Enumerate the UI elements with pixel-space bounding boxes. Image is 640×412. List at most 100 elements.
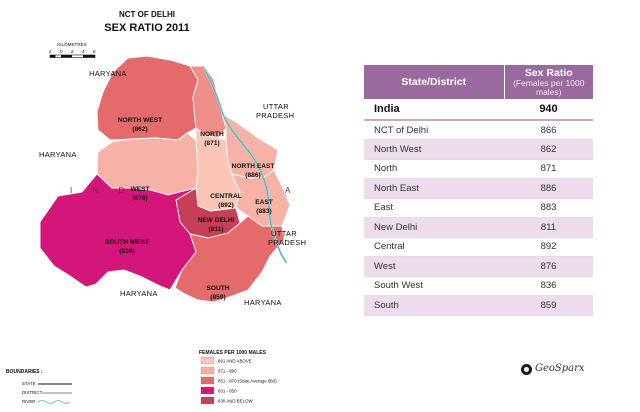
district-name-south: SOUTH [206,285,229,292]
table-row: East 883 [364,198,593,218]
legend-swatch [200,376,215,385]
table-header-sex-ratio: Sex Ratio (Females per 1000 males) [504,65,593,99]
district-name-central: CENTRAL [210,193,242,200]
legend-label: 830 AND BELOW [218,399,254,404]
scale-tick-label: 4 [82,49,85,54]
district-value-west: (876) [132,195,147,202]
state-label-uttar-pradesh: UTTAR [263,102,289,111]
district-value-central: (892) [218,202,233,209]
legend-swatch [200,366,215,375]
scale-tick-label: 2 [49,49,52,54]
cell-value: 862 [504,139,593,160]
district-value-south: (859) [210,294,225,301]
boundary-label-state: STATE [22,381,36,386]
table-row: New Delhi 811 [364,217,593,238]
district-name-new-delhi: NEW DELHI [198,217,235,224]
table-row: North 871 [364,159,593,179]
cell-value: 883 [504,198,593,218]
cell-value: 892 [504,237,593,257]
state-label-haryana: HARYANA [89,69,127,78]
table-header-state-district: State/District [364,65,505,99]
district-name-north: NORTH [200,131,224,138]
legend-swatch [200,396,215,405]
table-row: South West 836 [364,276,593,296]
state-label-haryana: HARYANA [244,298,282,307]
table-row: NCT of Delhi 866 [364,120,593,140]
district-value-east: (883) [256,208,271,215]
cell-name: North West [364,139,504,160]
district-name-north-east: NORTH EAST [232,163,275,170]
legend-swatch [200,356,215,365]
district-value-north-west: (862) [132,126,147,133]
state-label-haryana: HARYANA [120,289,158,298]
legend-label: 891 AND ABOVE [218,359,252,364]
cell-value: 876 [504,256,593,277]
nct-watermark-left: I N D [70,186,133,195]
scale-tick-label: 6 [93,49,96,54]
table-header-sex-ratio-sub: (Females per 1000 males) [513,77,585,97]
cell-name: South [364,295,504,316]
cell-name: NCT of Delhi [364,120,504,140]
district-south[interactable] [174,215,285,303]
district-name-west: WEST [130,186,149,193]
district-name-east: EAST [255,199,273,206]
cell-name: Central [364,237,504,257]
cell-value: 886 [504,178,593,199]
legend-swatch [200,386,215,395]
table-row: North East 886 [364,178,593,199]
scale-unit-label: KILOMETRES [57,42,87,47]
district-value-new-delhi: (811) [208,226,223,233]
delhi-map-svg: NCT OF DELHI SEX RATIO 2011 KILOMETRES 2… [6,10,306,405]
cell-name: East [364,198,504,218]
district-east[interactable] [231,169,291,227]
district-name-north-west: NORTH WEST [118,117,162,124]
geosparx-watermark: GeoSparx [521,363,591,377]
table-row: Central 892 [364,237,593,257]
state-label-uttar-pradesh: UTTAR [271,229,297,238]
legend-label: 851 - 870 (State Average 866) [218,379,277,384]
cell-name: West [364,256,504,277]
map-title-2: SEX RATIO 2011 [104,22,189,34]
nct-watermark-right: A [285,186,299,195]
boundaries-title: BOUNDARIES : [6,369,43,375]
cell-name: North [364,159,504,179]
cell-name: South West [364,276,504,296]
scale-tick-label: 2 [71,49,74,54]
district-value-north: (871) [204,140,219,147]
legend-label: 871 - 890 [218,369,237,374]
table-row: West 876 [364,256,593,277]
district-name-south-west: SOUTH WEST [105,239,149,246]
table-row: North West 862 [364,139,593,160]
cell-name: India [364,99,504,121]
scale-tick-label: 0 [60,49,63,54]
cell-name: New Delhi [364,217,504,238]
map-title-1: NCT OF DELHI [119,10,175,19]
legend-label: 831 - 850 [218,389,237,394]
state-label-uttar-pradesh: PRADESH [268,238,306,247]
cell-value: 859 [504,295,593,316]
map-legend: FEMALES PER 1000 MALES 891 AND ABOVE 871… [199,350,277,405]
district-layer [39,55,291,303]
table-row-india: India 940 [364,99,593,121]
cell-name: North East [364,178,504,199]
cell-value: 866 [504,120,593,140]
table-row: South 859 [364,295,593,316]
district-value-north-east: (886) [245,172,260,179]
cell-value: 940 [504,99,593,121]
sex-ratio-table: State/District Sex Ratio (Females per 10… [364,65,593,316]
scale-bar: KILOMETRES 2 0 2 4 6 [49,42,96,58]
state-label-haryana: HARYANA [39,150,77,159]
boundary-label-district: DISTRICT [22,390,43,395]
boundary-label-river: RIVER [22,399,35,404]
district-value-south-west: (836) [119,248,134,255]
table-header-sex-ratio-label: Sex Ratio [524,66,573,79]
sex-ratio-map: NCT OF DELHI SEX RATIO 2011 KILOMETRES 2… [6,10,306,405]
cell-value: 871 [504,159,593,179]
boundaries-key: BOUNDARIES : STATE DISTRICT RIVER [6,369,72,404]
state-label-uttar-pradesh: PRADESH [256,111,294,120]
legend-title: FEMALES PER 1000 MALES [199,350,267,356]
cell-value: 836 [504,276,593,296]
watermark-logo-icon [521,364,532,375]
cell-value: 811 [504,217,593,238]
watermark-text: GeoSparx [535,363,585,374]
